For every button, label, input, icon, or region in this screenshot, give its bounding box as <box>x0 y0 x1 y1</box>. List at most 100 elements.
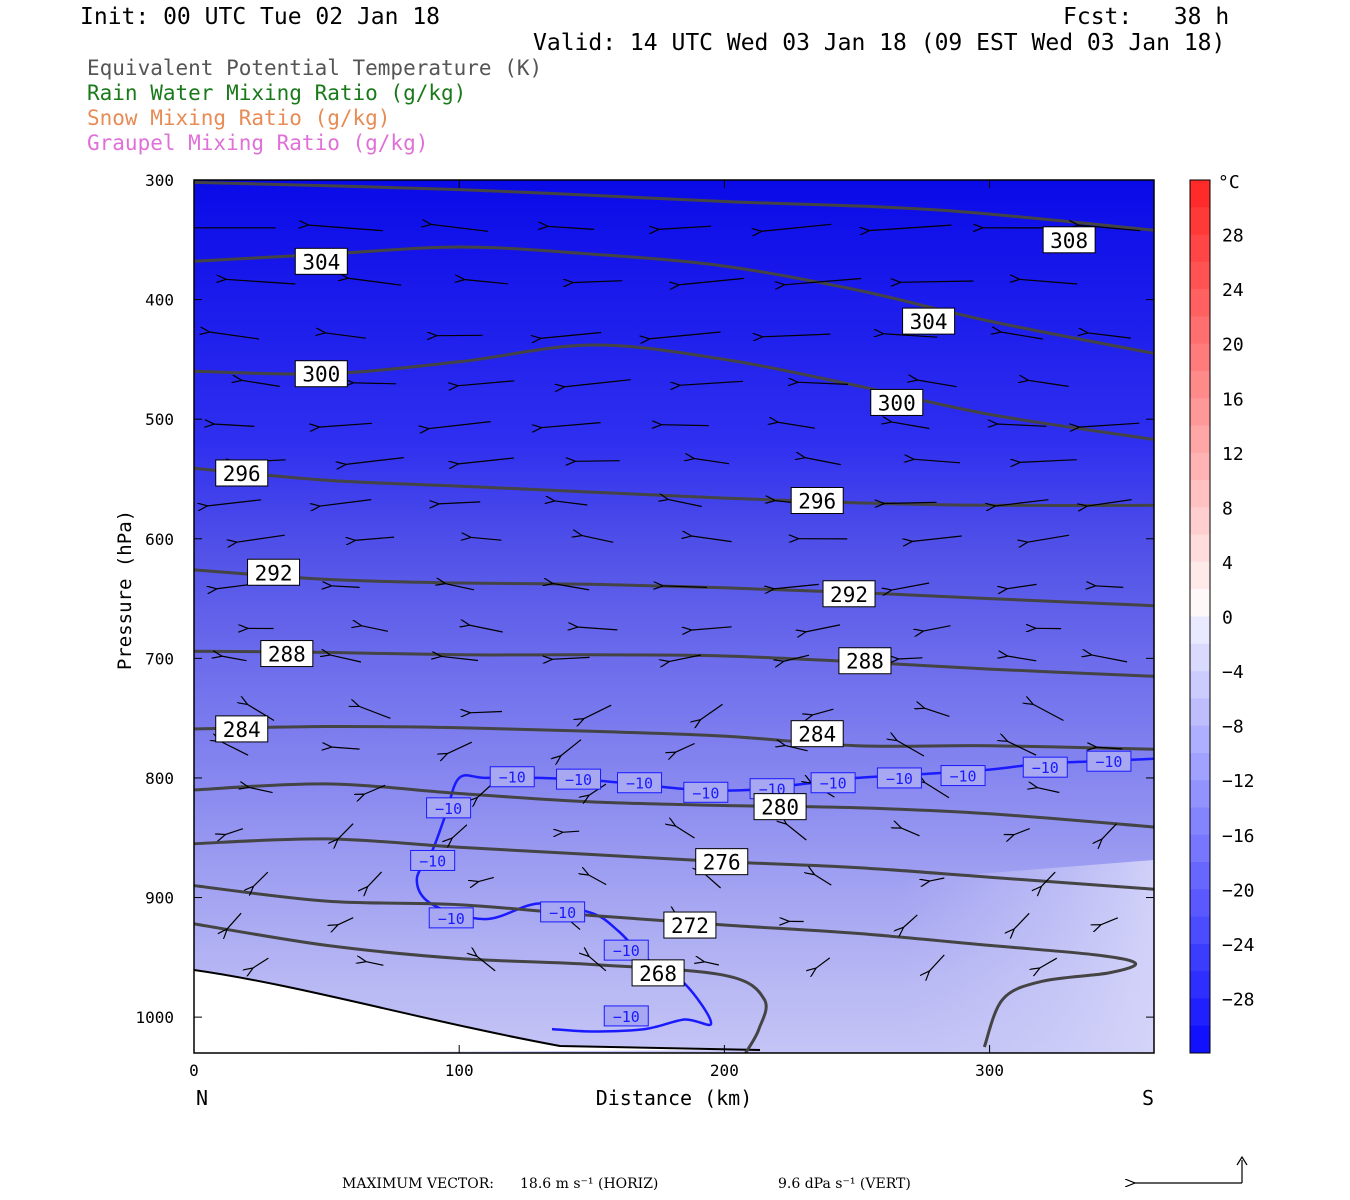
wind-vector-arrow <box>814 874 832 886</box>
theta-e-contour-line <box>194 245 1154 355</box>
temperature-contour-label: −10 <box>419 852 446 870</box>
colorbar-segment <box>1190 480 1210 508</box>
x-axis-south-label: S <box>1142 1086 1154 1110</box>
y-tick-label: 300 <box>145 171 174 190</box>
temperature-contour-label-box <box>426 797 472 819</box>
temperature-contour-label: −10 <box>499 769 526 787</box>
wind-vector-arrow <box>464 280 508 285</box>
wind-vector-arrow <box>457 380 515 386</box>
theta-e-contour-label-box <box>695 848 749 876</box>
wind-vector-arrow <box>1078 225 1141 232</box>
wind-vector-arrow <box>701 789 722 791</box>
temperature-contour-line <box>415 757 1154 1033</box>
colorbar-tick-label: −8 <box>1222 717 1244 738</box>
wind-vector-arrow <box>470 537 502 540</box>
wind-vector-arrow <box>241 380 280 387</box>
wind-vector-arrow <box>678 277 745 285</box>
legend-graupel: Graupel Mixing Ratio (g/kg) <box>87 131 429 155</box>
theta-e-contour-line <box>194 922 768 1053</box>
wind-vector-arrow <box>811 783 835 798</box>
max-vector-arrow <box>1134 1155 1248 1183</box>
x-axis-north-label: N <box>196 1086 208 1110</box>
wind-vector-arrow <box>367 871 383 887</box>
wind-vector-arrow <box>784 745 808 752</box>
wind-vector-arrow <box>588 875 607 886</box>
wind-vector-arrow <box>693 458 730 465</box>
wind-vector-arrow <box>804 458 841 466</box>
colorbar-tick-label: 4 <box>1222 553 1233 574</box>
wind-vector-arrow <box>1007 656 1037 662</box>
theta-e-contour-label-box <box>838 647 892 675</box>
wind-vector-arrow <box>252 957 269 968</box>
colorbar-tick-label: 24 <box>1222 280 1244 301</box>
wind-vector-arrow <box>220 741 249 756</box>
wind-vector-arrow <box>575 461 620 462</box>
theta-e-contour-label: 284 <box>223 718 261 742</box>
wind-vector-arrow <box>668 654 702 662</box>
theta-e-contour-label-box <box>753 793 807 821</box>
wind-vector-arrow <box>207 499 262 506</box>
wind-vector-arrow <box>430 224 489 232</box>
wind-vector-arrow <box>703 962 720 966</box>
wind-vector-arrow <box>345 457 404 465</box>
wind-vector-arrow <box>1091 655 1128 663</box>
wind-vector-arrow <box>883 502 937 503</box>
wind-vector-arrow <box>1007 741 1037 756</box>
colorbar-segment <box>1190 889 1210 918</box>
theta-e-contour-line <box>194 724 1154 751</box>
theta-e-contour-label-box <box>902 307 956 335</box>
colorbar-tick-label: 16 <box>1222 389 1244 410</box>
wind-vector-arrow <box>318 422 373 427</box>
wind-vector-arrow <box>329 655 362 663</box>
temperature-contour-label: −10 <box>820 775 847 793</box>
colorbar-tick-label: −4 <box>1222 662 1244 683</box>
y-tick-label: 500 <box>145 410 174 429</box>
colorbar-segment <box>1190 561 1210 590</box>
y-tick-label: 800 <box>145 769 174 788</box>
wind-vector-arrow <box>1096 747 1123 749</box>
wind-vector-arrow <box>1027 380 1069 387</box>
wind-vector-arrow <box>1101 823 1118 840</box>
legend-theta-e: Equivalent Potential Temperature (K) <box>87 56 543 80</box>
wind-vector-arrow <box>924 708 950 717</box>
colorbar-segment <box>1190 998 1210 1027</box>
wind-vector-arrow <box>554 501 588 506</box>
wind-vector-arrow <box>540 331 602 339</box>
colorbar-segment <box>1190 834 1210 863</box>
wind-vector-arrow <box>923 625 951 632</box>
wind-vector-arrow <box>577 627 618 630</box>
wind-vector-arrow <box>337 823 354 840</box>
temperature-contour-label: −10 <box>613 942 640 960</box>
wind-vector-arrow <box>649 331 721 339</box>
max-vector-vertical: 9.6 dPa s⁻¹ (VERT) <box>778 1176 911 1192</box>
theta-e-contour-label: 300 <box>302 363 340 387</box>
colorbar-tick-label: 20 <box>1222 335 1244 356</box>
wind-vector-arrow <box>1095 586 1124 588</box>
wind-vector-arrow <box>911 535 962 542</box>
theta-e-contour-label-box <box>790 720 844 748</box>
theta-e-contour-label-box <box>247 558 301 586</box>
temperature-contour-label: −10 <box>626 775 653 793</box>
wind-vector-arrow <box>552 657 590 659</box>
wind-vector-arrow <box>1013 828 1030 835</box>
theta-e-contour-label-box <box>1042 226 1096 254</box>
colorbar-segment <box>1190 207 1210 236</box>
theta-e-contour-label-box <box>294 247 348 275</box>
theta-e-contour-label: 276 <box>703 851 741 875</box>
temperature-contour-label: −10 <box>435 800 462 818</box>
wind-vector-arrow <box>1027 534 1070 542</box>
theta-e-contour-label: 272 <box>671 914 709 938</box>
wind-vector-arrow <box>1041 871 1056 887</box>
wind-vector-arrow <box>308 225 383 232</box>
wind-vector-arrow <box>676 915 694 929</box>
colorbar-segment <box>1190 943 1210 972</box>
temperature-contour-label: −10 <box>692 784 719 802</box>
axes-layer: 300 400 500 600 700 800 900 1000 0 100 200 300 <box>135 171 1154 1080</box>
wind-vector-arrow <box>353 383 397 384</box>
theta-e-contour-label-box <box>663 911 717 939</box>
wind-vector-arrow <box>358 706 391 719</box>
theta-e-contour-line <box>194 884 1138 1048</box>
plot-frame <box>193 179 1155 1054</box>
colorbar-tick-label: 12 <box>1222 444 1244 465</box>
